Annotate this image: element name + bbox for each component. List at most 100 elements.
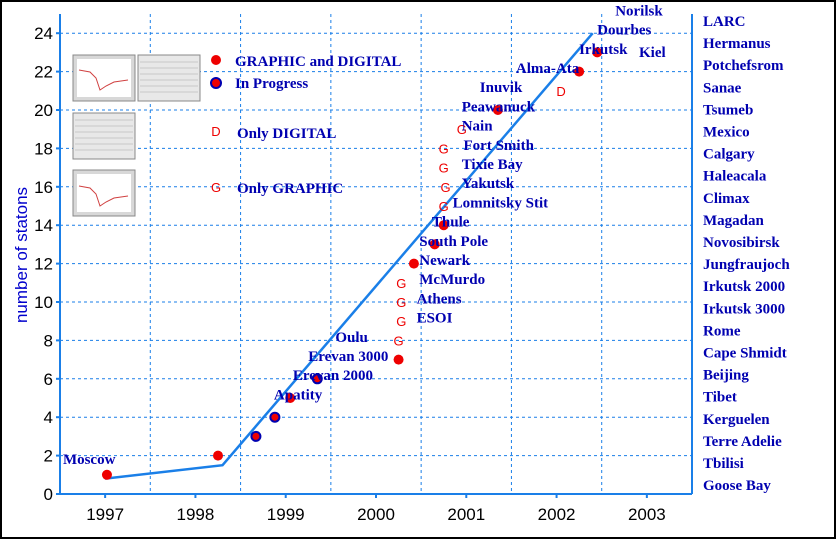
data-point-g: G [439,141,449,156]
station-label: South Pole [419,234,488,250]
y-tick-label: 12 [34,255,53,274]
data-point-g: G [439,161,449,176]
station-label: Peawanuck [462,99,536,115]
right-station-label: Tbilisi [703,456,744,472]
station-label: Erevan 2000 [293,368,373,384]
x-tick-label: 1997 [86,505,124,524]
data-point-g: G [396,295,406,310]
station-label: Erevan 3000 [308,349,388,365]
legend-d-marker: D [211,124,220,139]
legend-red-dot-marker [211,55,221,65]
right-station-label: Novosibirsk [703,235,780,251]
x-tick-labels: 1997 1998 1999 2000 2001 2002 2003 [86,494,666,524]
data-point-red [592,47,603,58]
data-point-blue [269,411,281,423]
legend-thumbnail-graph-2 [72,169,136,217]
data-point-g: G [457,122,467,137]
legend-g-marker: G [211,180,221,195]
x-tick-label: 2001 [447,505,485,524]
x-tick-label: 2002 [538,505,576,524]
station-label: Oulu [335,330,368,346]
y-tick-label: 6 [44,370,53,389]
data-point-d: D [556,84,565,99]
station-label: Apatity [274,387,323,403]
right-station-label: Cape Shmidt [703,346,787,362]
x-tick-label: 1999 [267,505,305,524]
right-station-label: Calgary [703,147,755,163]
right-station-label: Climax [703,191,750,207]
right-station-label: Haleacala [703,169,767,185]
x-tick-label: 2003 [628,505,666,524]
right-station-column: LARC Hermanus Potchefsrom Sanae Tsumeb Mexico… [703,14,790,494]
legend-label-in-progress: In Progress [235,76,308,92]
right-station-label: Goose Bay [703,478,771,494]
y-tick-label: 24 [34,24,53,43]
legend-label-graphic-digital: GRAPHIC and DIGITAL [235,54,401,70]
data-point-blue [311,373,323,385]
y-tick-label: 18 [34,139,53,158]
station-label: ESOI [417,311,453,327]
right-station-label: Tsumeb [703,102,753,118]
right-station-label: Irkutsk 3000 [703,301,785,317]
station-label: Nain [462,119,494,135]
y-tick-label: 0 [44,485,53,504]
station-label: Thule [432,215,470,231]
station-label: Kiel [639,45,666,61]
legend-thumbnail-graph-1 [72,54,136,102]
x-tick-label: 1998 [177,505,215,524]
station-labels: Moscow Apatity Erevan 2000 Erevan 3000 Oulu E… [63,3,666,467]
data-point-g: G [396,276,406,291]
legend-label-only-graphic: Only GRAPHIC [237,181,343,197]
data-point-blue [250,430,262,442]
y-tick-label: 4 [44,408,53,427]
data-point-g: G [394,333,404,348]
data-point-red [574,66,585,77]
right-station-label: Tibet [703,390,737,406]
data-point-red [438,220,449,231]
legend-thumbnail-table-1 [137,54,201,102]
right-station-label: Rome [703,323,741,339]
y-tick-label: 10 [34,293,53,312]
data-point-g: G [439,199,449,214]
right-station-label: LARC [703,14,746,30]
station-label: Inuvik [480,80,523,96]
data-point-red [408,258,419,269]
station-label: Lomnitsky Stit [453,195,548,211]
station-label: Moscow [63,452,116,468]
data-point-red [101,469,112,480]
station-label: Irkutsk [579,42,628,58]
station-label: Norilsk [615,3,663,19]
data-point-red [285,393,296,403]
right-station-label: Hermanus [703,36,771,52]
data-point-g: G [396,314,406,329]
data-point-red [393,354,404,365]
trend-line-path [105,32,594,480]
station-label: Dourbes [597,23,651,39]
station-label: Alma-Ata [516,61,580,77]
x-tick-label: 2000 [357,505,395,524]
legend-label-only-digital: Only DIGITAL [237,126,336,142]
y-tick-label: 20 [34,101,53,120]
right-station-label: Jungfraujoch [703,257,790,273]
right-station-label: Beijing [703,368,749,384]
data-point-red [429,239,440,250]
right-station-label: Magadan [703,213,765,229]
data-point-red [213,450,223,461]
y-tick-label: 8 [44,331,53,350]
station-label: Newark [419,253,470,269]
station-label: Fort Smith [464,138,535,154]
station-label: Yakutsk [462,176,515,192]
y-tick-label: 2 [44,447,53,466]
trend-line [105,32,594,480]
station-label: Tixie Bay [462,157,523,173]
legend-blue-dot-marker [210,77,222,89]
right-station-label: Potchefsrom [703,58,784,74]
right-station-label: Irkutsk 2000 [703,279,785,295]
y-tick-label: 16 [34,178,53,197]
right-station-label: Sanae [703,80,742,96]
right-station-label: Mexico [703,125,750,141]
y-axis-label: number of statons [12,187,31,323]
